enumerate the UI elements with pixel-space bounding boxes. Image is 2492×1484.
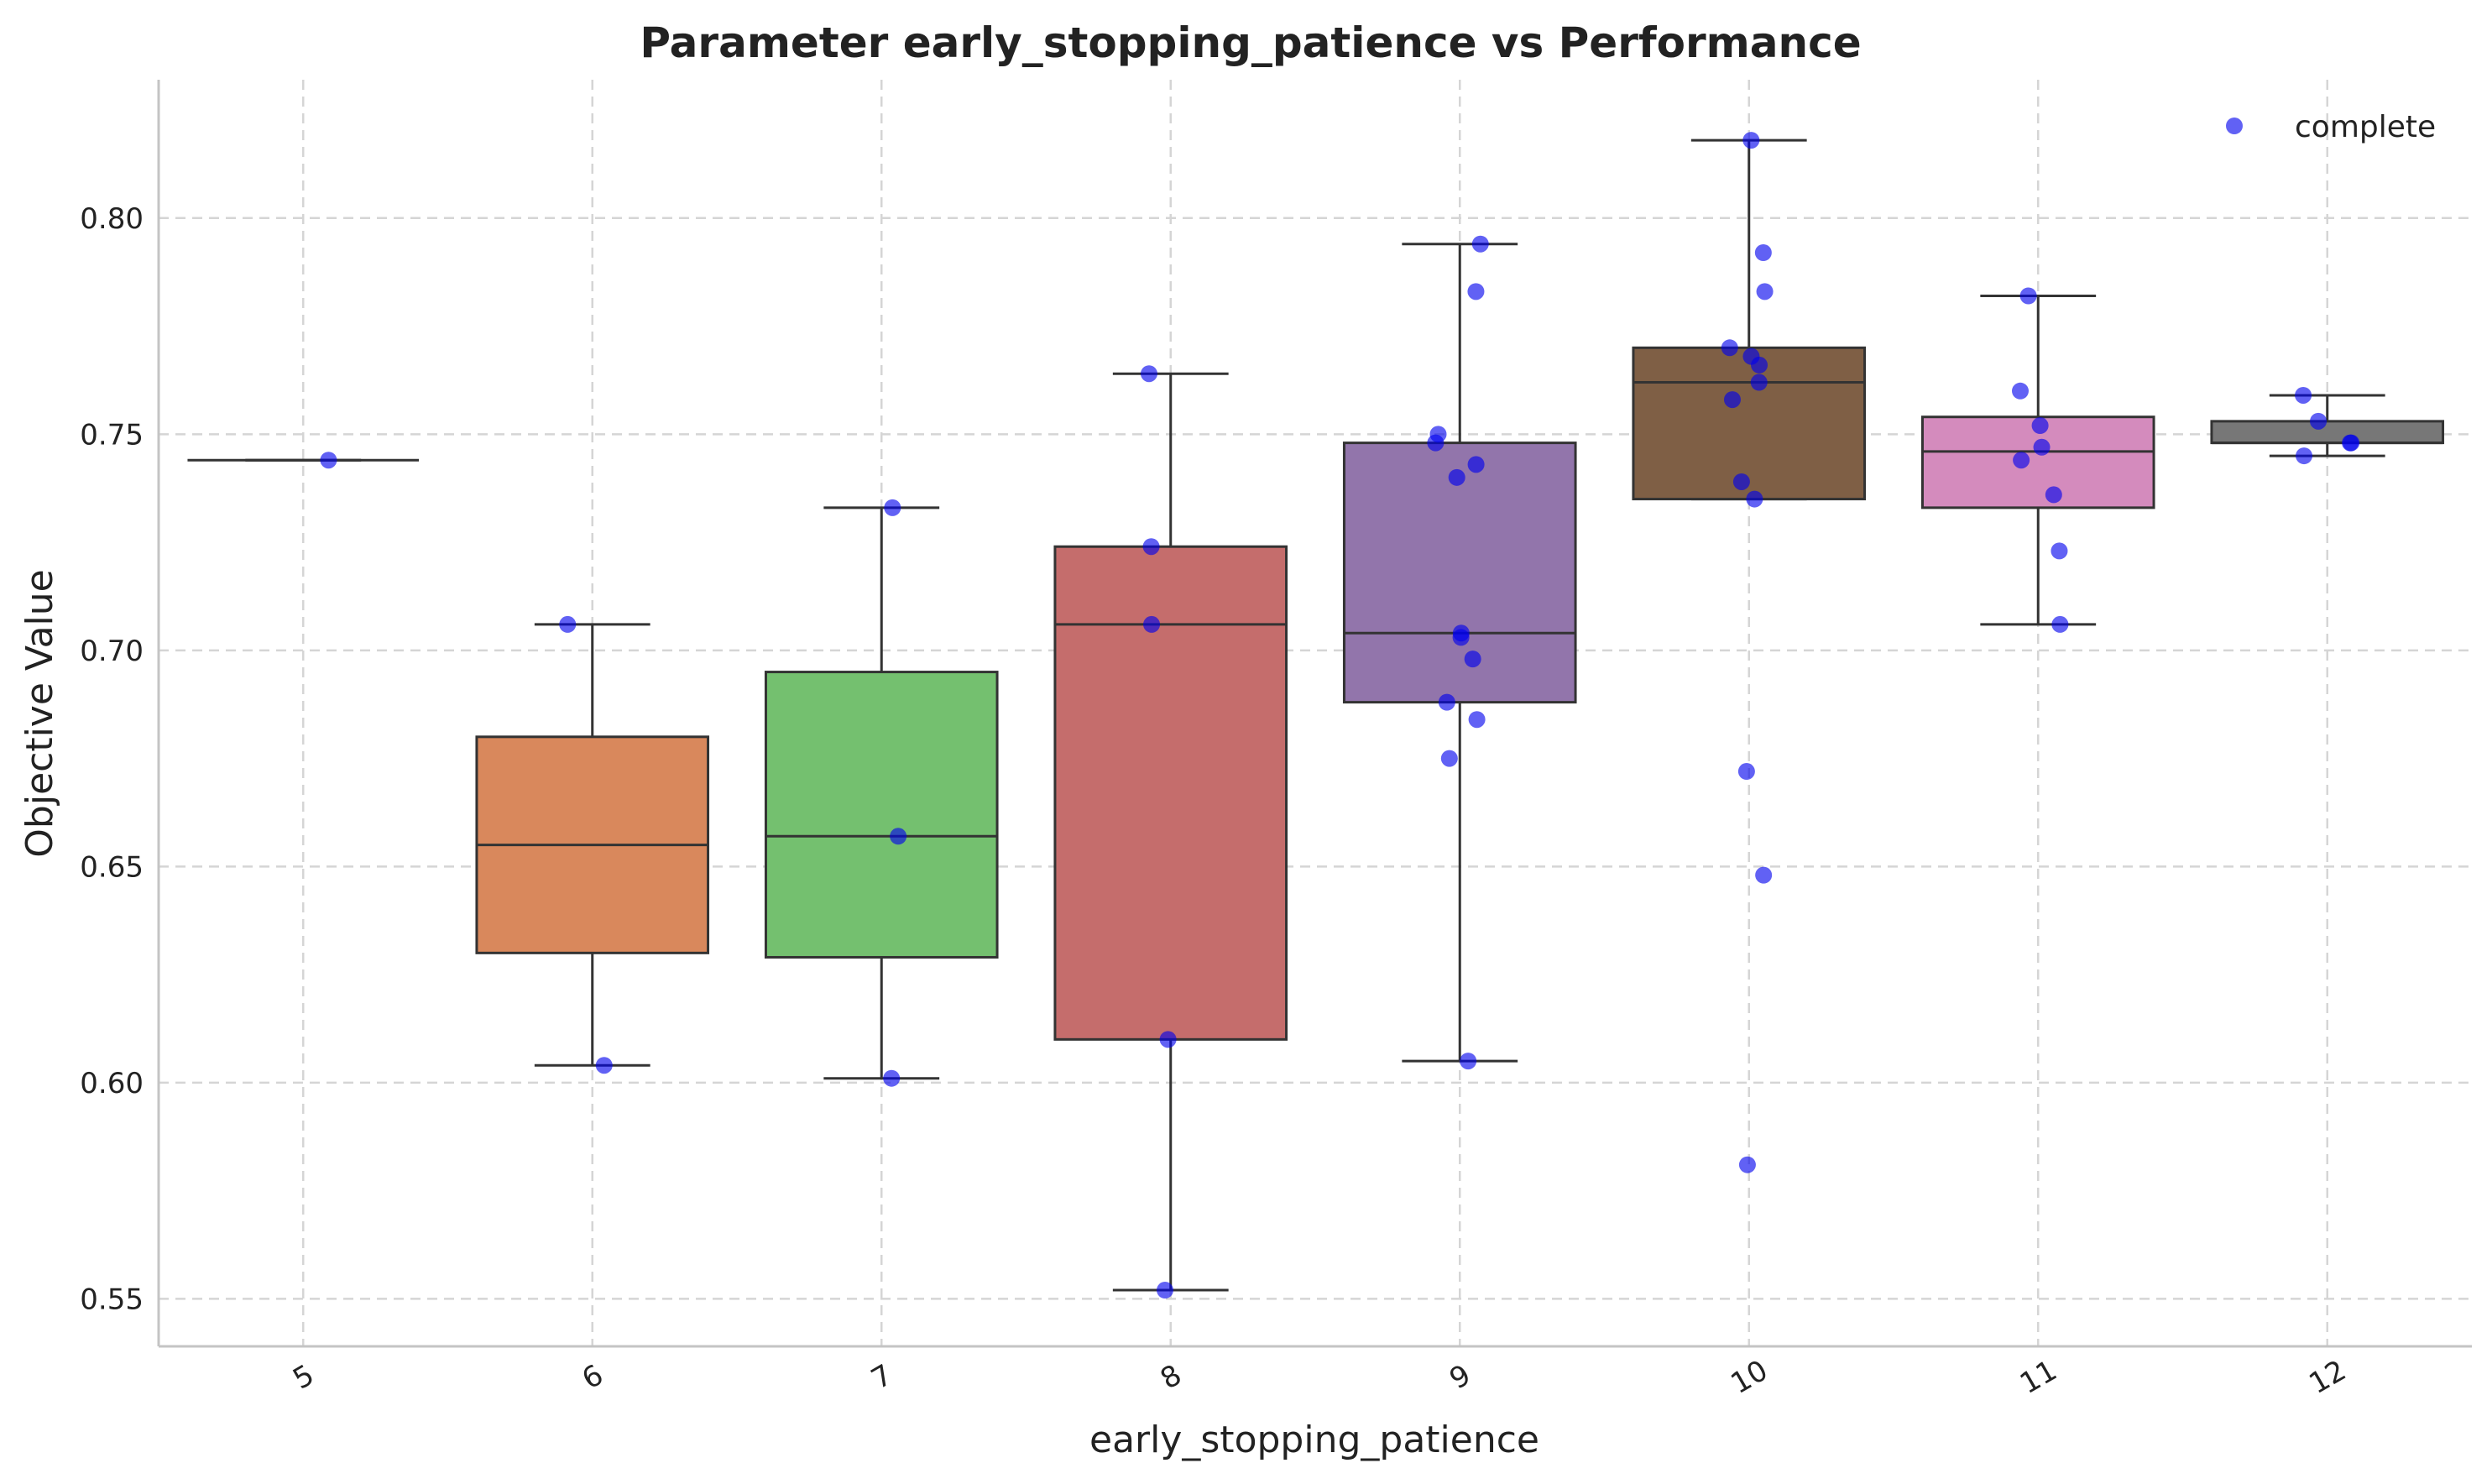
box-8 <box>1053 372 1288 1292</box>
legend: complete <box>2226 110 2436 144</box>
data-point <box>1721 339 1738 357</box>
data-point <box>1452 629 1470 646</box>
data-point <box>2051 615 2069 633</box>
data-point <box>1468 711 1486 729</box>
data-point <box>1460 1053 1477 1070</box>
box-elements <box>187 138 2445 1292</box>
data-point <box>2013 452 2030 469</box>
data-point <box>1732 473 1750 490</box>
y-tick-label: 0.60 <box>80 1067 144 1100</box>
data-point <box>320 452 337 469</box>
data-point <box>1467 456 1485 473</box>
data-point <box>1467 283 1485 300</box>
data-point <box>890 828 907 845</box>
data-point <box>1742 132 1760 149</box>
data-point <box>1143 615 1161 633</box>
data-point <box>1448 468 1465 486</box>
data-point <box>1438 693 1455 711</box>
box-body <box>1342 442 1577 704</box>
data-point <box>1746 490 1763 508</box>
data-point <box>2310 412 2327 430</box>
legend-label-complete: complete <box>2295 110 2436 144</box>
box-body <box>2210 420 2445 445</box>
data-point <box>2019 287 2037 305</box>
data-point <box>1738 1156 1756 1173</box>
data-point <box>1756 283 1774 300</box>
data-point <box>1755 866 1773 884</box>
legend-marker-complete <box>2226 118 2243 134</box>
data-point <box>884 499 901 516</box>
data-point <box>883 1069 901 1087</box>
box-6 <box>475 623 710 1067</box>
data-point <box>1471 235 1489 253</box>
data-point <box>1750 374 1768 391</box>
data-point <box>2011 382 2029 400</box>
y-tick-label: 0.75 <box>80 418 144 452</box>
y-axis-label: Objective Value <box>18 569 61 857</box>
data-point <box>1464 651 1481 668</box>
data-point <box>1737 763 1755 781</box>
box-7 <box>764 506 999 1080</box>
data-point <box>1159 1031 1177 1048</box>
y-tick-label: 0.65 <box>80 850 144 884</box>
y-tick-label: 0.70 <box>80 635 144 668</box>
data-point <box>1157 1282 1174 1299</box>
data-point <box>2045 486 2062 504</box>
data-point <box>559 615 577 633</box>
data-point <box>1723 391 1741 409</box>
data-point <box>1427 434 1445 452</box>
data-point <box>595 1057 613 1074</box>
chart-title: Parameter early_stopping_patience vs Per… <box>640 18 1861 67</box>
y-tick-labels: 0.55 0.60 0.65 0.70 0.75 0.80 <box>80 202 144 1317</box>
box-10 <box>1632 138 1867 501</box>
data-point <box>2033 438 2051 456</box>
data-point <box>1440 750 1458 767</box>
y-tick-label: 0.55 <box>80 1283 144 1316</box>
scatter-points <box>320 132 2360 1299</box>
data-point <box>2051 542 2068 560</box>
data-point <box>1142 538 1160 556</box>
box-9 <box>1342 243 1577 1063</box>
data-point <box>2031 417 2049 435</box>
box-12 <box>2210 394 2445 457</box>
data-point <box>2295 386 2312 404</box>
box-body <box>764 671 999 959</box>
data-point <box>1140 365 1157 383</box>
box-body <box>1053 545 1288 1041</box>
y-tick-label: 0.80 <box>80 202 144 236</box>
box-body <box>1632 346 1867 501</box>
data-point <box>1751 356 1768 374</box>
data-point <box>2342 434 2359 452</box>
axes <box>157 80 2472 1348</box>
data-point <box>2296 447 2313 465</box>
data-point <box>1754 244 1772 262</box>
x-axis-label: early_stopping_patience <box>1089 1419 1539 1461</box>
